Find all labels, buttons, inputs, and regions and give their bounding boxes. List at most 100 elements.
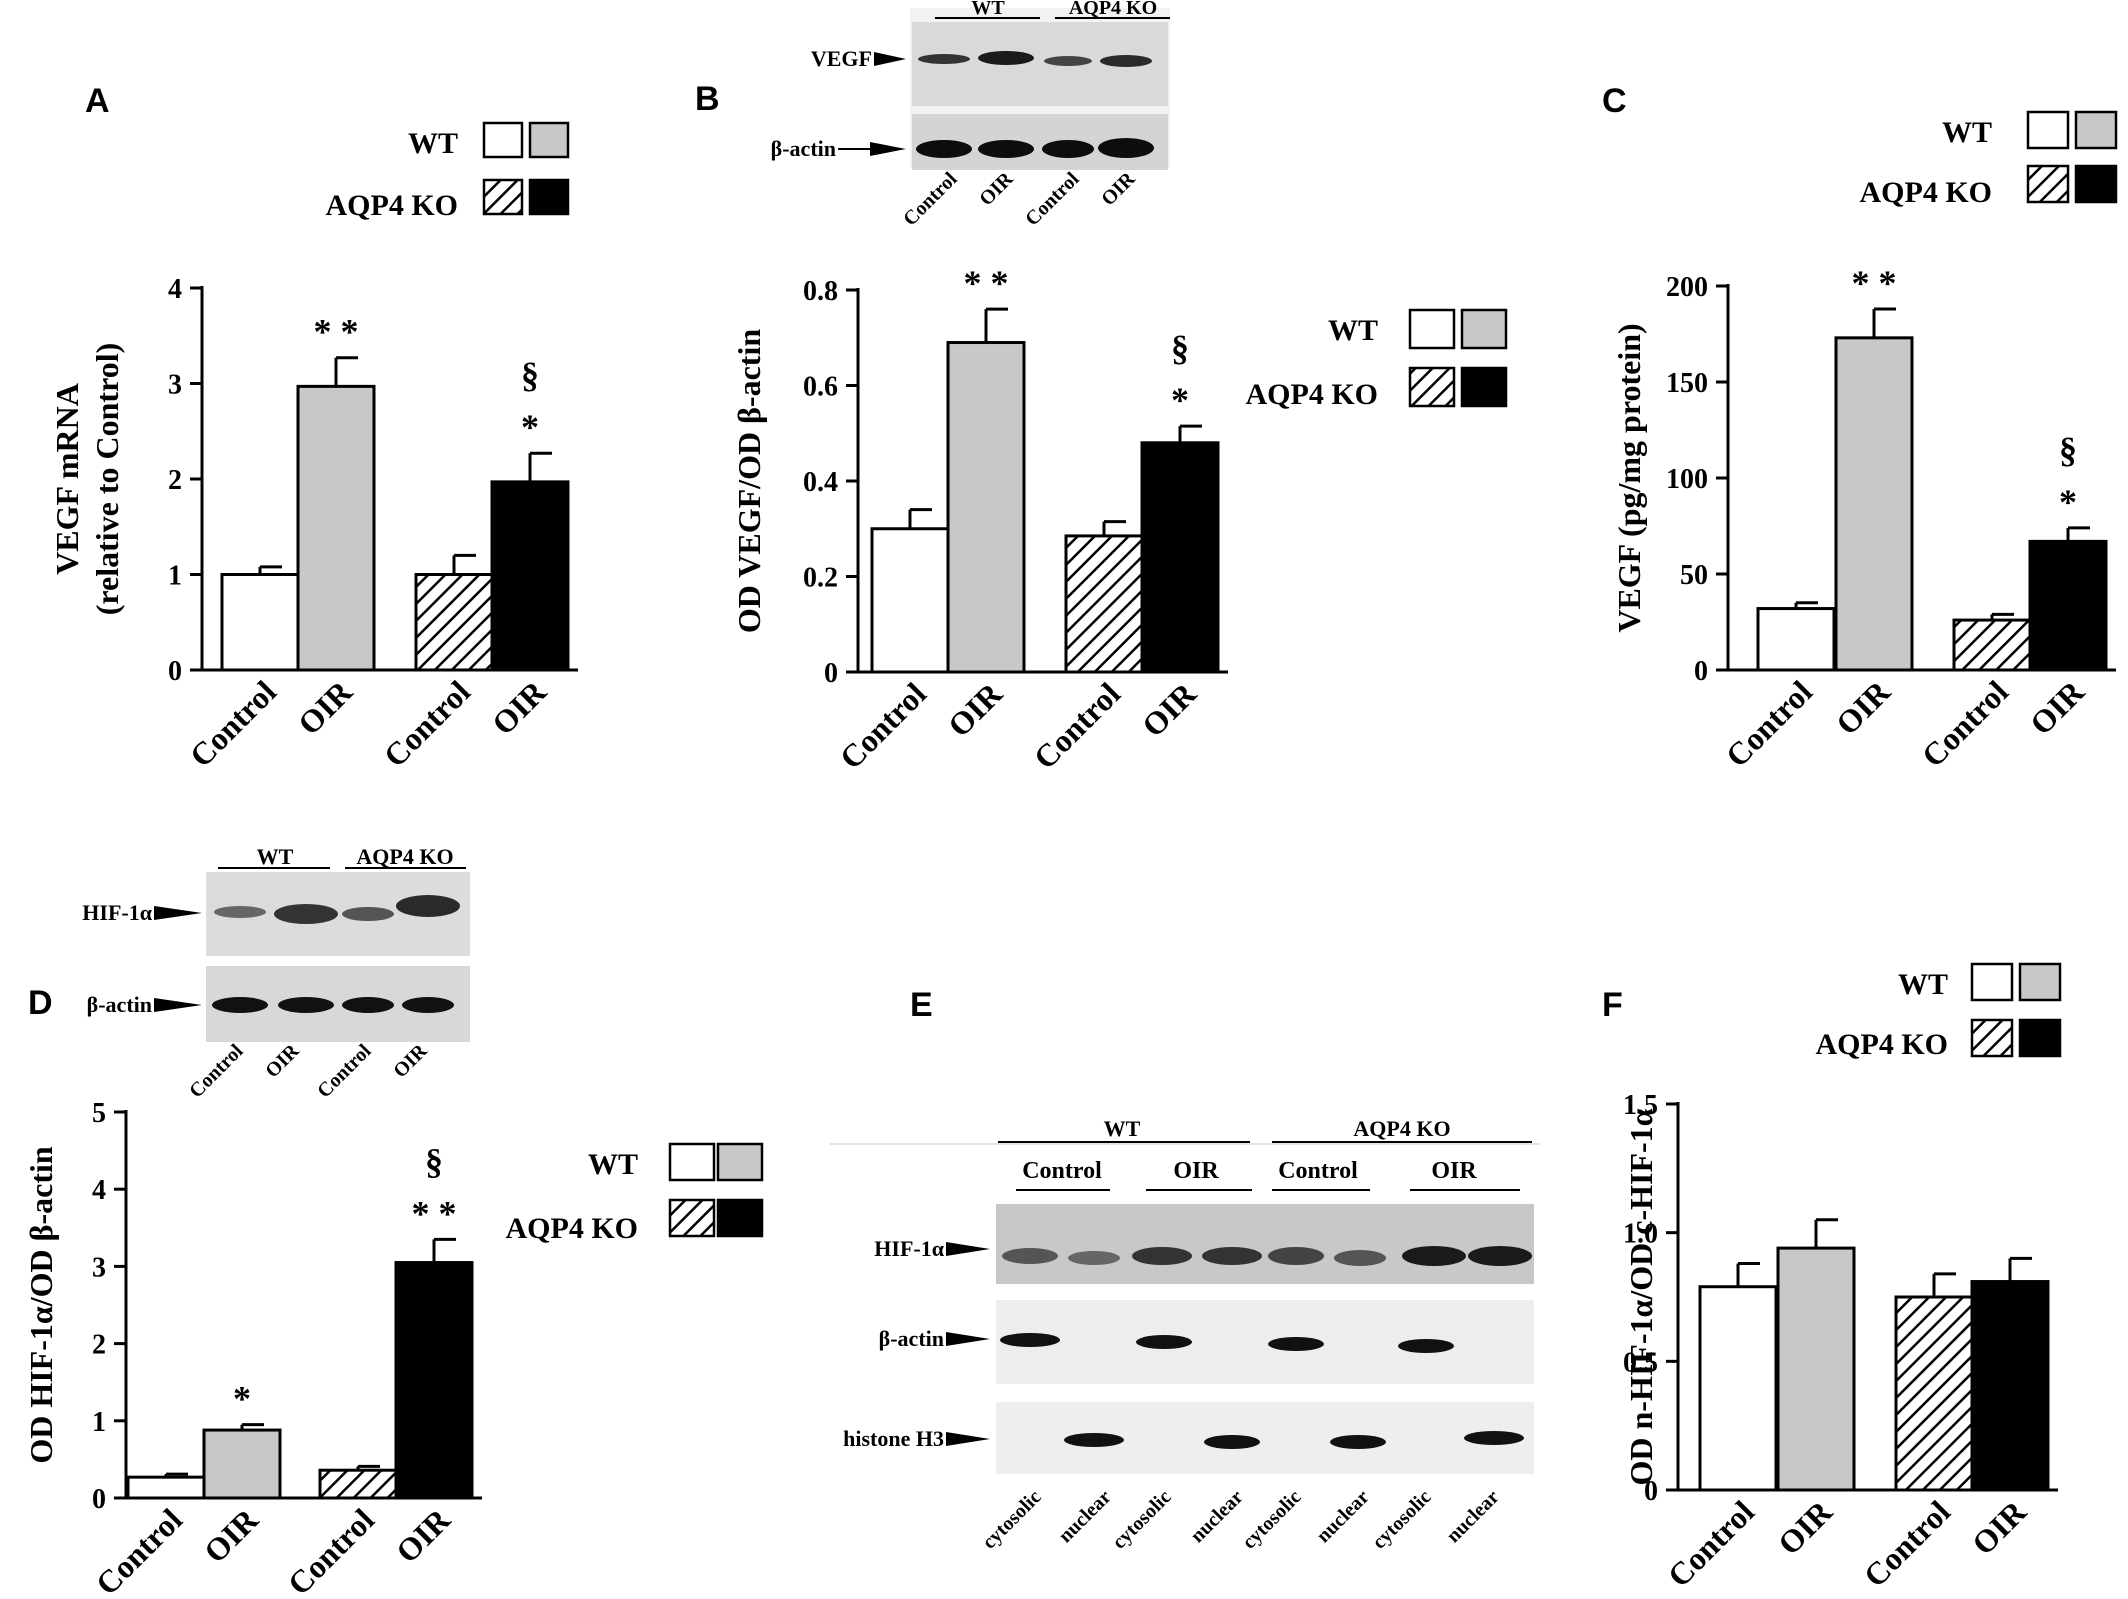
legend-ko-oir-swatch: [2074, 164, 2118, 204]
legend-wt-label: WT: [1942, 116, 1992, 149]
legend-c: WT AQP4 KO: [1860, 110, 2118, 209]
blot-d-row-label-actin: β-actin: [87, 992, 152, 1017]
legend-ko-oir-swatch: [528, 178, 570, 216]
blot-e-row-label-histone: histone H3: [843, 1426, 944, 1451]
blot-e-band-hif-5: [1268, 1247, 1324, 1265]
significance-mark: §: [521, 355, 539, 395]
legend-ko-oir-swatch: [716, 1198, 764, 1238]
significance-mark: *: [233, 1379, 251, 1419]
bar-2: [296, 384, 376, 672]
blot-e-band-histone-8: [1464, 1431, 1524, 1445]
legend-ko-label: AQP4 KO: [1860, 176, 1993, 209]
bar-1: [220, 573, 300, 672]
blot-e-lane-1: cytosolic: [978, 1486, 1045, 1553]
blot-b-lane-2: OIR: [975, 168, 1018, 211]
x-tick-label: Control: [1026, 675, 1127, 776]
bar-2: [1776, 1246, 1856, 1492]
y-tick-label: 0.6: [803, 372, 838, 403]
y-tick-label: 5: [92, 1098, 106, 1129]
blot-e-band-actin-5: [1268, 1337, 1324, 1351]
blot-b-lane-4: OIR: [1097, 168, 1140, 211]
significance-mark: *: [2059, 482, 2077, 522]
y-axis-label: OD HIF-1α/OD β-actin: [23, 1146, 59, 1464]
significance-mark: * *: [314, 312, 359, 352]
blot-d-arrow-actin: [154, 998, 202, 1012]
western-blot-b: WT AQP4 KO VEGF β-actin Control OIR Cont…: [771, 0, 1170, 230]
blot-e-sub-3: Control: [1278, 1158, 1358, 1184]
y-axis-label-line-2: (relative to Control): [89, 343, 125, 616]
significance-mark: *: [521, 407, 539, 447]
legend-ko-label: AQP4 KO: [326, 189, 459, 222]
blot-b-band-actin-2: [978, 140, 1034, 158]
legend-wt-oir-swatch: [2018, 962, 2062, 1002]
blot-d-arrow-hif: [154, 906, 202, 920]
significance-mark: * *: [1852, 263, 1897, 303]
significance-mark: *: [1171, 380, 1189, 420]
y-tick-label: 4: [168, 274, 182, 305]
y-tick-label: 0: [824, 658, 838, 689]
legend-d: WT AQP4 KO: [506, 1142, 764, 1245]
blot-e-lane-2: nuclear: [1054, 1486, 1115, 1547]
bar-4: [1140, 441, 1220, 674]
x-tick-label: Control: [182, 673, 283, 774]
blot-e-band-hif-1: [1002, 1248, 1058, 1264]
x-tick-label: OIR: [389, 1501, 458, 1570]
significance-mark: * *: [412, 1193, 457, 1233]
legend-wt-oir-swatch: [716, 1142, 764, 1182]
y-axis-label: OD VEGF/OD β-actin: [731, 329, 767, 633]
blot-d-band-actin-2: [278, 997, 334, 1013]
x-tick-label: OIR: [1135, 675, 1204, 744]
panel-letter-e: E: [910, 986, 933, 1024]
blot-d-group-ko: AQP4 KO: [356, 844, 453, 869]
blot-d-lane-3: Control: [313, 1040, 376, 1103]
bar-1: [126, 1475, 206, 1500]
blot-e-lane-5: cytosolic: [1238, 1486, 1305, 1553]
blot-e-band-actin-3: [1136, 1335, 1192, 1349]
blot-b-row-label-actin: β-actin: [771, 136, 836, 161]
blot-b-band-vegf-1: [918, 54, 970, 64]
bar-4: [2028, 539, 2108, 672]
x-tick-label: Control: [832, 675, 933, 776]
legend-ko-control-swatch: [1970, 1018, 2014, 1058]
panel-letter-f: F: [1602, 986, 1623, 1024]
panel-letter-a: A: [85, 82, 110, 120]
bar-chart-b: 0 0.2 0.4 0.6 0.8 OD VEGF/OD β-actin Control * …: [731, 263, 1228, 776]
blot-e-band-hif-6: [1334, 1250, 1386, 1266]
blot-e-band-actin-1: [1000, 1333, 1060, 1347]
y-tick-label: 0.8: [803, 276, 838, 307]
legend-wt-control-swatch: [2026, 110, 2070, 150]
blot-d-row-label-hif: HIF-1α: [82, 900, 152, 925]
blot-e-band-hif-3: [1132, 1247, 1192, 1265]
significance-mark: §: [425, 1141, 443, 1181]
x-tick-label: Control: [1718, 673, 1819, 774]
bar-2: [1834, 336, 1914, 672]
blot-d-lane-4: OIR: [389, 1040, 432, 1083]
legend-b: WT AQP4 KO: [1246, 308, 1508, 411]
legend-ko-control-swatch: [482, 178, 524, 216]
y-axis-label: VEGF (pg/mg protein): [1611, 323, 1647, 632]
y-tick-label: 200: [1666, 272, 1708, 303]
y-tick-label: 4: [92, 1175, 106, 1206]
blot-e-lane-7: cytosolic: [1368, 1486, 1435, 1553]
legend-ko-oir-swatch: [2018, 1018, 2062, 1058]
x-tick-label: OIR: [2023, 673, 2092, 742]
x-tick-label: OIR: [291, 673, 360, 742]
bar-1: [1756, 607, 1836, 672]
x-tick-label: Control: [1856, 1493, 1957, 1594]
legend-wt-control-swatch: [1408, 308, 1456, 350]
western-blot-e: WT AQP4 KO Control OIR Control OIR HIF-1…: [830, 1116, 1540, 1553]
legend-ko-label: AQP4 KO: [1816, 1028, 1949, 1061]
x-tick-label: OIR: [1829, 673, 1898, 742]
blot-e-arrow-actin: [946, 1332, 990, 1346]
blot-e-lane-8: nuclear: [1442, 1486, 1503, 1547]
blot-e-strip-hif: [996, 1204, 1534, 1284]
legend-ko-control-swatch: [668, 1198, 716, 1238]
blot-d-band-hif-4: [396, 895, 460, 917]
blot-e-band-histone-2: [1064, 1433, 1124, 1447]
blot-b-group-wt: WT: [971, 0, 1005, 19]
blot-d-lane-2: OIR: [261, 1040, 304, 1083]
bar-3: [414, 573, 494, 672]
blot-d-band-hif-3: [342, 907, 394, 921]
x-tick-label: OIR: [1965, 1493, 2034, 1562]
